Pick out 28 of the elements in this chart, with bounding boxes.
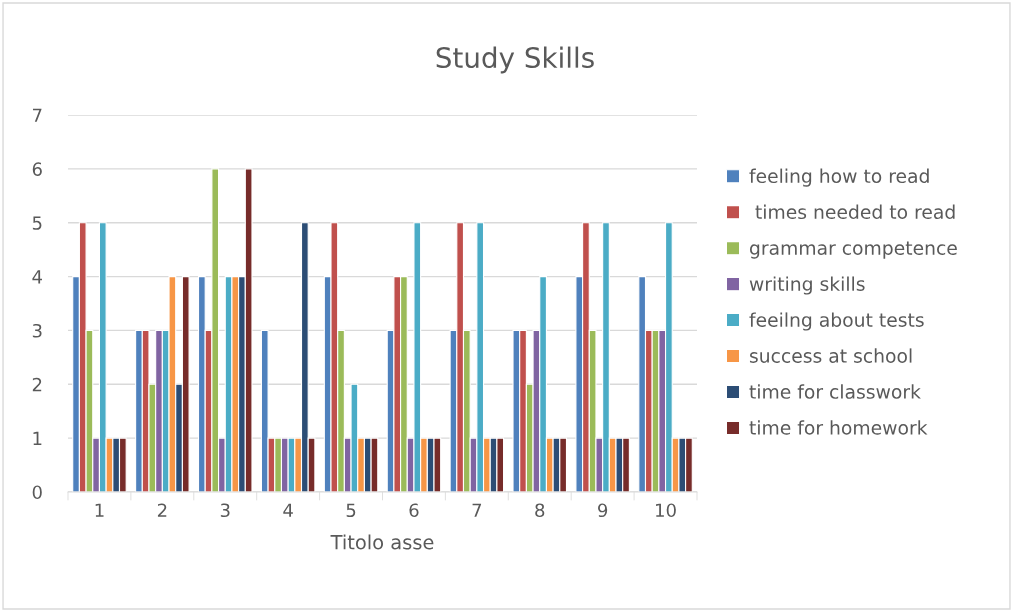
chart-title: Study Skills bbox=[436, 46, 594, 74]
legend-label: writing skills bbox=[749, 276, 865, 295]
x-tick-label: 5 bbox=[346, 503, 356, 518]
y-tick-label: 7 bbox=[32, 108, 42, 122]
legend-label: time for homework bbox=[749, 420, 928, 435]
x-tick-label: 4 bbox=[283, 503, 293, 517]
legend-label: feeling how to read bbox=[749, 168, 929, 187]
x-tick-label: 8 bbox=[535, 503, 545, 518]
y-tick-label: 1 bbox=[33, 431, 42, 445]
y-tick-label: 5 bbox=[32, 216, 42, 230]
legend-label: grammar competence bbox=[749, 241, 957, 259]
x-axis-title: Titolo asse bbox=[330, 534, 434, 550]
y-tick-label: 2 bbox=[32, 377, 42, 392]
legend-label: success at school bbox=[749, 348, 912, 363]
x-tick-label: 6 bbox=[409, 503, 419, 518]
x-tick-label: 10 bbox=[656, 503, 676, 518]
x-tick-label: 9 bbox=[598, 503, 608, 518]
y-tick-label: 3 bbox=[32, 323, 42, 338]
legend-label: times needed to read bbox=[755, 204, 955, 220]
x-tick-label: 7 bbox=[472, 503, 482, 517]
y-tick-label: 4 bbox=[32, 270, 42, 284]
x-tick-label: 3 bbox=[220, 503, 230, 518]
legend-label: feeilng about tests bbox=[749, 312, 924, 331]
y-tick-label: 6 bbox=[32, 162, 42, 176]
legend-label: time for classwork bbox=[749, 384, 921, 399]
y-tick-label: 0 bbox=[32, 485, 42, 500]
x-tick-label: 2 bbox=[157, 503, 167, 517]
x-tick-label: 1 bbox=[95, 503, 104, 517]
